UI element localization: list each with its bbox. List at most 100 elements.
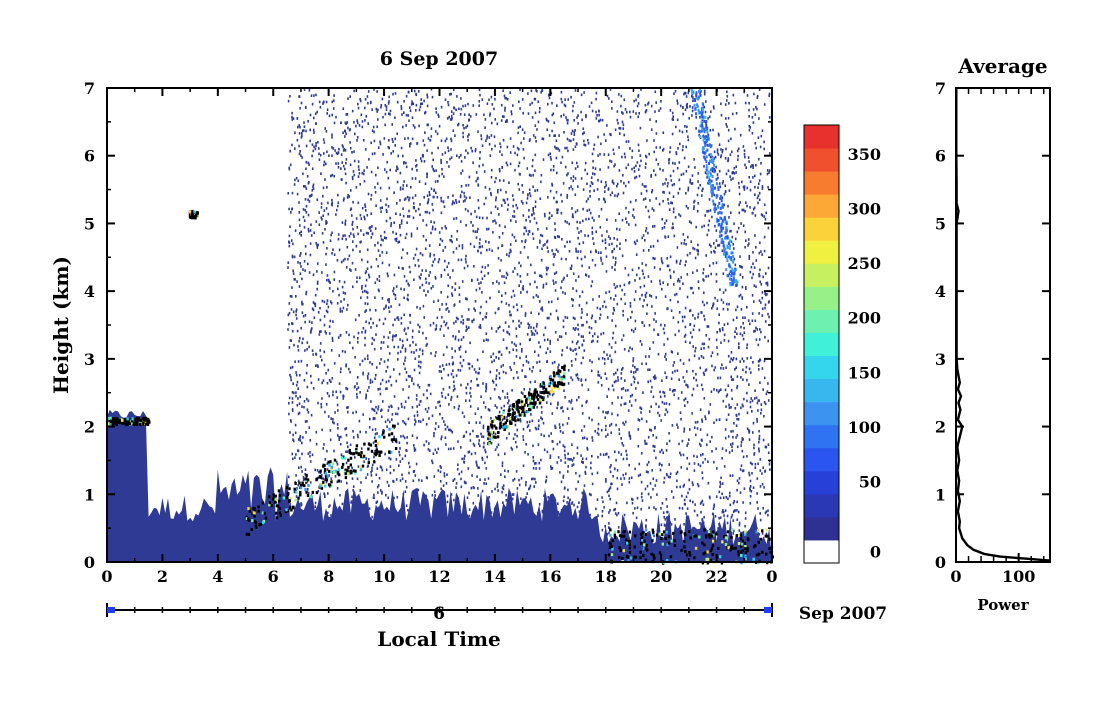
noise-speck bbox=[497, 443, 500, 446]
noise-speck bbox=[658, 405, 660, 409]
noise-speck bbox=[532, 158, 534, 162]
noise-speck bbox=[379, 254, 381, 257]
noise-speck bbox=[631, 393, 634, 397]
noise-speck bbox=[567, 452, 569, 456]
noise-speck bbox=[743, 326, 745, 330]
noise-speck bbox=[564, 98, 566, 101]
noise-speck bbox=[686, 507, 689, 510]
noise-speck bbox=[390, 404, 392, 408]
noise-speck bbox=[677, 352, 679, 355]
noise-speck bbox=[410, 103, 413, 106]
noise-speck bbox=[689, 322, 692, 326]
noise-speck bbox=[444, 436, 447, 439]
noise-speck bbox=[368, 273, 370, 277]
noise-speck bbox=[502, 89, 504, 92]
noise-speck bbox=[677, 397, 680, 400]
noise-speck bbox=[421, 349, 424, 352]
noise-speck bbox=[317, 476, 319, 480]
noise-speck bbox=[683, 156, 686, 160]
noise-speck bbox=[539, 239, 541, 243]
noise-speck bbox=[505, 276, 508, 280]
noise-speck bbox=[711, 364, 713, 368]
noise-speck bbox=[590, 493, 592, 497]
noise-speck bbox=[558, 512, 560, 516]
noise-speck bbox=[557, 511, 560, 514]
noise-speck bbox=[423, 99, 425, 103]
noise-speck bbox=[522, 214, 525, 217]
noise-speck bbox=[632, 330, 635, 333]
noise-speck bbox=[298, 466, 300, 469]
noise-speck bbox=[306, 348, 308, 351]
noise-speck bbox=[681, 494, 683, 498]
noise-speck bbox=[471, 474, 473, 477]
noise-speck bbox=[330, 174, 332, 178]
noise-speck bbox=[751, 319, 754, 322]
noise-speck bbox=[634, 370, 637, 374]
noise-speck bbox=[608, 489, 610, 492]
noise-speck bbox=[559, 440, 561, 444]
noise-speck bbox=[576, 398, 578, 402]
noise-speck bbox=[452, 362, 455, 365]
noise-speck bbox=[485, 338, 488, 341]
noise-speck bbox=[490, 168, 493, 172]
noise-speck bbox=[744, 230, 746, 234]
noise-speck bbox=[538, 424, 540, 427]
noise-speck bbox=[724, 288, 727, 292]
noise-speck bbox=[301, 341, 303, 345]
noise-speck bbox=[497, 190, 499, 194]
noise-speck bbox=[326, 462, 329, 465]
noise-speck bbox=[339, 493, 341, 497]
noise-speck bbox=[458, 534, 460, 538]
noise-speck bbox=[292, 269, 294, 273]
noise-speck bbox=[405, 524, 408, 527]
noise-speck bbox=[305, 252, 307, 256]
noise-speck bbox=[667, 181, 669, 185]
noise-speck bbox=[497, 189, 499, 192]
noise-speck bbox=[744, 517, 747, 520]
noise-speck bbox=[573, 119, 575, 122]
noise-speck bbox=[671, 350, 674, 354]
noise-speck bbox=[511, 448, 513, 451]
noise-speck bbox=[642, 305, 644, 308]
noise-speck bbox=[486, 455, 488, 459]
noise-speck bbox=[474, 412, 477, 415]
noise-speck bbox=[428, 442, 430, 445]
noise-speck bbox=[533, 212, 535, 215]
noise-speck bbox=[763, 235, 766, 239]
noise-speck bbox=[602, 197, 605, 201]
noise-speck bbox=[321, 232, 324, 235]
noise-speck bbox=[530, 311, 532, 315]
noise-speck bbox=[748, 242, 750, 245]
noise-speck bbox=[572, 104, 574, 108]
noise-speck bbox=[522, 148, 525, 151]
noise-speck bbox=[290, 375, 292, 379]
noise-speck bbox=[524, 520, 527, 523]
noise-speck bbox=[727, 116, 730, 120]
noise-speck bbox=[295, 308, 298, 311]
noise-speck bbox=[655, 479, 658, 482]
noise-speck bbox=[394, 294, 397, 297]
noise-speck bbox=[618, 451, 620, 454]
noise-speck bbox=[534, 205, 537, 208]
noise-speck bbox=[650, 429, 653, 432]
noise-speck bbox=[444, 259, 446, 263]
noise-speck bbox=[594, 167, 597, 170]
noise-speck bbox=[439, 328, 442, 331]
noise-speck bbox=[650, 390, 652, 393]
noise-speck bbox=[396, 165, 398, 168]
noise-speck bbox=[371, 428, 374, 432]
noise-speck bbox=[719, 185, 721, 189]
noise-speck bbox=[502, 179, 505, 182]
noise-speck bbox=[545, 479, 548, 482]
noise-speck bbox=[480, 251, 482, 255]
noise-speck bbox=[485, 383, 488, 386]
noise-speck bbox=[712, 512, 714, 516]
noise-speck bbox=[736, 375, 739, 378]
noise-speck bbox=[385, 493, 387, 497]
noise-speck bbox=[288, 346, 291, 349]
noise-speck bbox=[424, 210, 427, 214]
noise-speck bbox=[525, 229, 528, 233]
noise-speck bbox=[388, 263, 391, 267]
noise-speck bbox=[458, 244, 461, 248]
noise-speck bbox=[340, 260, 343, 264]
